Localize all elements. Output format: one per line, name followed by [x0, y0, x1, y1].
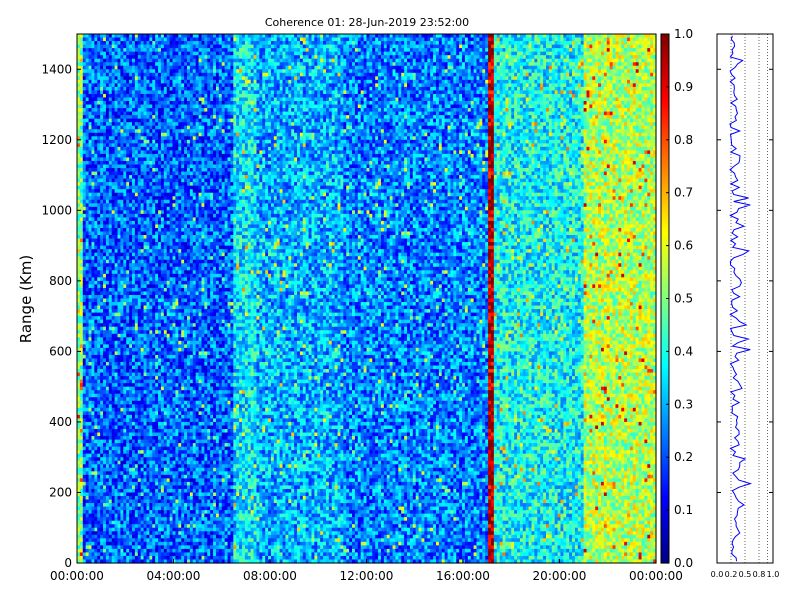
heatmap	[77, 34, 657, 564]
chart-title: Coherence 01: 28-Jun-2019 23:52:00	[265, 16, 469, 29]
